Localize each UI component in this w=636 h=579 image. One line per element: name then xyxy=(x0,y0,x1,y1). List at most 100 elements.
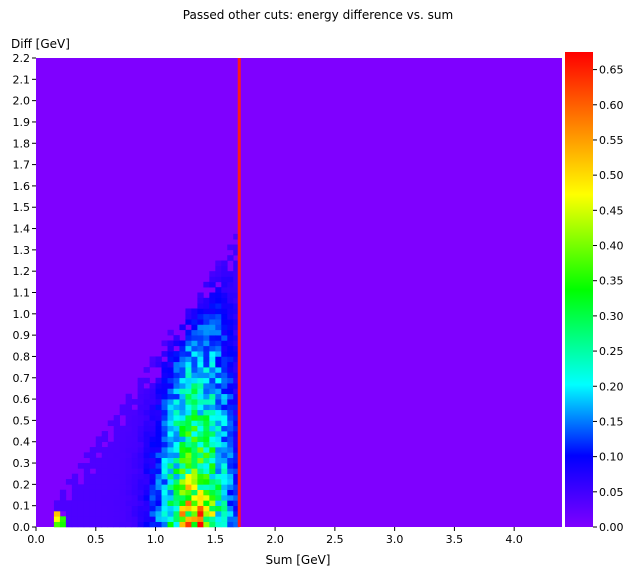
heatmap-cell xyxy=(131,436,138,443)
heatmap-cell xyxy=(203,361,210,368)
heatmap-cell xyxy=(215,468,222,475)
heatmap-cell xyxy=(215,399,222,405)
heatmap-cell xyxy=(173,335,180,341)
heatmap-cell xyxy=(191,335,198,341)
heatmap-cell xyxy=(203,415,210,421)
heatmap-cell xyxy=(161,447,168,453)
heatmap-cell xyxy=(215,521,222,528)
heatmap-cell xyxy=(77,511,85,517)
heatmap-cell xyxy=(149,356,156,363)
heatmap-cell xyxy=(233,345,240,352)
heatmap-cell xyxy=(119,511,126,517)
heatmap-cell xyxy=(149,452,156,459)
y-tick-label: 0.4 xyxy=(13,436,31,449)
heatmap-cell xyxy=(197,495,204,501)
heatmap-cell xyxy=(107,452,115,459)
heatmap-cell xyxy=(227,335,234,341)
heatmap-cell xyxy=(179,388,186,395)
heatmap-cell xyxy=(167,329,174,336)
heatmap-cell xyxy=(71,521,79,528)
x-tick-label: 3.5 xyxy=(446,533,464,546)
heatmap-cell xyxy=(215,345,222,352)
heatmap-cell xyxy=(233,511,240,517)
heatmap-cell xyxy=(101,473,109,480)
heatmap-cell xyxy=(227,399,234,405)
heatmap-cell xyxy=(137,495,144,501)
heatmap-cell xyxy=(167,356,174,363)
heatmap-cell xyxy=(173,399,180,405)
heatmap-cell xyxy=(221,489,228,496)
heatmap-cell xyxy=(119,409,126,416)
heatmap-cell xyxy=(209,420,216,427)
heatmap-cell xyxy=(215,457,222,464)
heatmap-cell xyxy=(209,340,216,347)
heatmap-cell xyxy=(173,516,180,522)
heatmap-cell xyxy=(173,473,180,480)
heatmap-cell xyxy=(209,425,216,432)
heatmap-cell xyxy=(203,441,210,448)
heatmap-cell xyxy=(185,457,192,464)
heatmap-cell xyxy=(221,399,228,405)
heatmap-cell xyxy=(221,271,228,277)
y-tick-label: 0.2 xyxy=(13,478,31,491)
heatmap-cell xyxy=(137,516,144,522)
heatmap-cell xyxy=(185,308,192,315)
heatmap-cell xyxy=(227,415,234,421)
heatmap-cell xyxy=(143,441,150,448)
heatmap-cell xyxy=(185,329,192,336)
heatmap-cell xyxy=(221,521,228,528)
heatmap-cell xyxy=(143,415,150,421)
heatmap-cell xyxy=(209,367,216,373)
heatmap-cell xyxy=(215,404,222,411)
heatmap-cell xyxy=(173,511,180,517)
heatmap-cell xyxy=(233,351,240,357)
heatmap-cell xyxy=(143,399,150,405)
heatmap-cell xyxy=(155,521,162,528)
heatmap-cell xyxy=(209,335,216,341)
heatmap-cell xyxy=(221,361,228,368)
heatmap-cell xyxy=(221,463,228,469)
heatmap-cell xyxy=(209,452,216,459)
heatmap-cell xyxy=(191,345,198,352)
heatmap-cell xyxy=(227,319,234,325)
heatmap-cell xyxy=(83,516,91,522)
chart-title: Passed other cuts: energy difference vs.… xyxy=(183,8,453,22)
heatmap-cell xyxy=(101,505,109,512)
heatmap-cell xyxy=(203,303,210,309)
colorbar-tick-label: 0.25 xyxy=(599,345,624,358)
heatmap-cell xyxy=(161,399,168,405)
heatmap-cell xyxy=(179,479,186,485)
heatmap-cell xyxy=(173,377,180,384)
heatmap-cell xyxy=(173,372,180,379)
heatmap-cell xyxy=(227,271,234,277)
heatmap-cell xyxy=(167,351,174,357)
heatmap-cell xyxy=(101,463,109,469)
heatmap-cell xyxy=(197,431,204,437)
heatmap-cell xyxy=(227,303,234,309)
heatmap-cell xyxy=(233,297,240,304)
heatmap-cell xyxy=(53,516,61,522)
heatmap-cell xyxy=(83,505,91,512)
heatmap-cell xyxy=(107,447,115,453)
heatmap-cell xyxy=(131,441,138,448)
heatmap-cell xyxy=(101,436,109,443)
heatmap-cell xyxy=(233,361,240,368)
heatmap-cell xyxy=(209,292,216,299)
heatmap-cell xyxy=(203,324,210,331)
heatmap-cell xyxy=(119,495,126,501)
heatmap-cell xyxy=(209,276,216,283)
heatmap-cell xyxy=(215,505,222,512)
heatmap-cell xyxy=(209,505,216,512)
heatmap-cell xyxy=(125,425,132,432)
heatmap-cell xyxy=(233,473,240,480)
heatmap-cell xyxy=(209,489,216,496)
heatmap-cell xyxy=(137,473,144,480)
heatmap-cell xyxy=(179,393,186,400)
y-tick-label: 1.9 xyxy=(13,116,31,129)
heatmap-cell xyxy=(179,473,186,480)
heatmap-cell xyxy=(191,505,198,512)
heatmap-cell xyxy=(107,473,115,480)
heatmap-cell xyxy=(173,484,180,490)
heatmap-cell xyxy=(113,425,120,432)
